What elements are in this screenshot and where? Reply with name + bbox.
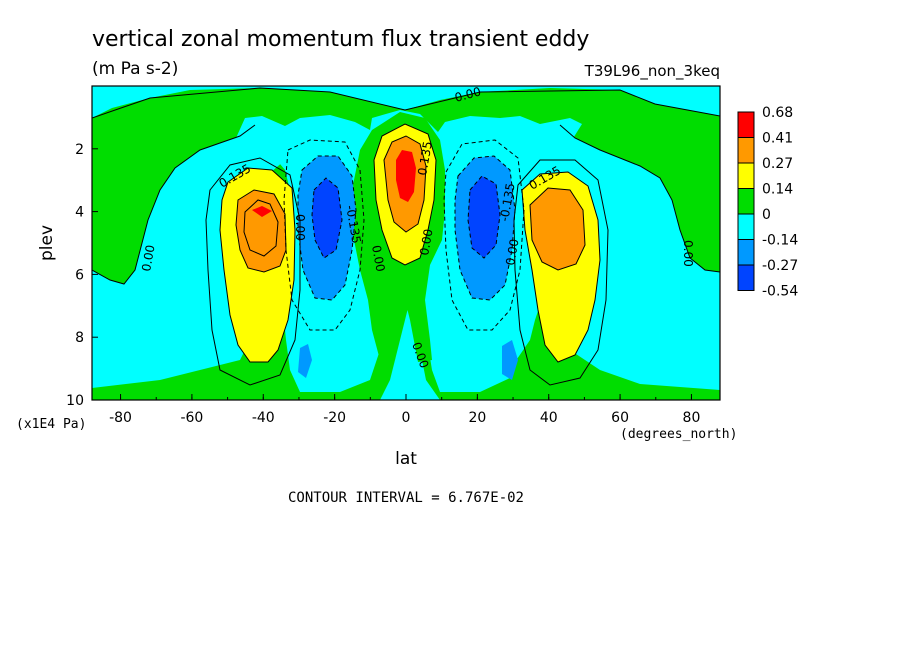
contour-label: 0.135	[415, 140, 435, 176]
colorbar-label: 0.27	[762, 156, 793, 172]
contour-zero-right	[559, 124, 720, 273]
region-darkblue-right	[468, 176, 500, 258]
colorbar-swatch	[737, 137, 755, 164]
region-blue-right-low	[502, 340, 518, 380]
colorbar-swatch	[737, 213, 755, 240]
contour-neg-right-3	[443, 139, 525, 331]
x-tick-label: -20	[323, 410, 346, 426]
region-red-left	[252, 206, 272, 217]
colorbar-swatch	[737, 188, 755, 215]
x-tick-label: 0	[402, 410, 411, 426]
contour-label: 0.00	[369, 244, 387, 273]
x-tick-label: -60	[180, 410, 203, 426]
colorbar-label: 0	[762, 207, 771, 223]
contour-label: 0.00	[681, 240, 695, 267]
contour-pos-right-1	[521, 171, 601, 363]
y-units-label: (x1E4 Pa)	[16, 417, 86, 432]
y-tick-label: 6	[75, 267, 84, 283]
contour-neg-right-1	[454, 155, 516, 301]
colorbar-swatch	[737, 239, 755, 266]
y-tick-label: 4	[75, 205, 84, 221]
region-red-center	[396, 150, 416, 202]
colorbar-label: -0.27	[762, 258, 798, 274]
contour-neg-left-3	[283, 139, 365, 331]
y-tick-label: 2	[75, 142, 84, 158]
colorbar-label: 0.14	[762, 182, 793, 198]
region-orange-left	[236, 190, 286, 272]
contour-lines-negative	[283, 139, 525, 331]
contour-pos-left-1	[219, 167, 296, 363]
contour-label: 0.00	[293, 214, 307, 241]
contour-pos-center-2	[383, 135, 427, 233]
region-orange-right	[530, 188, 585, 270]
chart-title: vertical zonal momentum flux transient e…	[92, 27, 589, 52]
contour-label: 0.00	[139, 244, 157, 273]
x-tick-label: 60	[611, 410, 629, 426]
x-tick-label: -80	[109, 410, 132, 426]
plot-area: 0.00 0.135 -0.135 0.00 0.135 0.00 0.00 -…	[92, 86, 720, 400]
x-axis-title: lat	[395, 449, 417, 469]
colorbar-label: 0.68	[762, 105, 793, 121]
contour-pos-left-3	[243, 199, 279, 257]
contour-outer-right	[513, 159, 609, 386]
colorbar-swatch	[737, 162, 755, 189]
x-tick-label: 40	[540, 410, 558, 426]
y-axis: 2 4 6 8 10	[66, 142, 98, 409]
x-units-label: (degrees_north)	[620, 427, 737, 442]
contour-pos-center-1	[373, 123, 437, 266]
contour-neg-left-1	[297, 155, 357, 301]
contour-outer-left	[205, 157, 301, 386]
colorbar-swatch	[737, 111, 755, 138]
colorbar-label: 0.41	[762, 131, 793, 147]
x-axis: -80 -60 -40 -20 0 20 40 60 80	[109, 394, 700, 426]
colorbar-label: -0.54	[762, 284, 798, 300]
y-tick-label: 8	[75, 330, 84, 346]
run-label: T39L96_non_3keq	[584, 62, 720, 81]
x-tick-label: 20	[468, 410, 486, 426]
contour-pos-right-2	[529, 187, 586, 271]
contour-neg-right-2	[467, 175, 501, 259]
contour-neg-left-2	[311, 177, 343, 259]
colorbar-swatch	[737, 264, 755, 291]
contour-lines	[92, 87, 720, 386]
x-tick-label: 80	[683, 410, 701, 426]
contour-zero-left	[92, 124, 256, 285]
contour-zero-outer	[92, 87, 720, 119]
contour-label: 0.00	[417, 228, 435, 257]
colorbar-label: -0.14	[762, 233, 798, 249]
contour-label: -0.135	[343, 204, 364, 245]
contour-label: -0.135	[497, 182, 518, 223]
region-darkblue-left	[312, 178, 342, 258]
y-axis-title: plev	[37, 225, 57, 261]
region-blue-left-low	[298, 344, 312, 378]
contour-interval-note: CONTOUR INTERVAL = 6.767E-02	[288, 490, 524, 506]
contour-label: 0.00	[503, 238, 521, 267]
y-tick-label: 10	[66, 393, 84, 409]
x-tick-label: -40	[252, 410, 275, 426]
contour-pos-left-2	[235, 189, 287, 273]
chart-units: (m Pa s-2)	[92, 59, 178, 79]
colorbar: 0.68 0.41 0.27 0.14 0 -0.14 -0.27 -0.54	[737, 105, 798, 300]
